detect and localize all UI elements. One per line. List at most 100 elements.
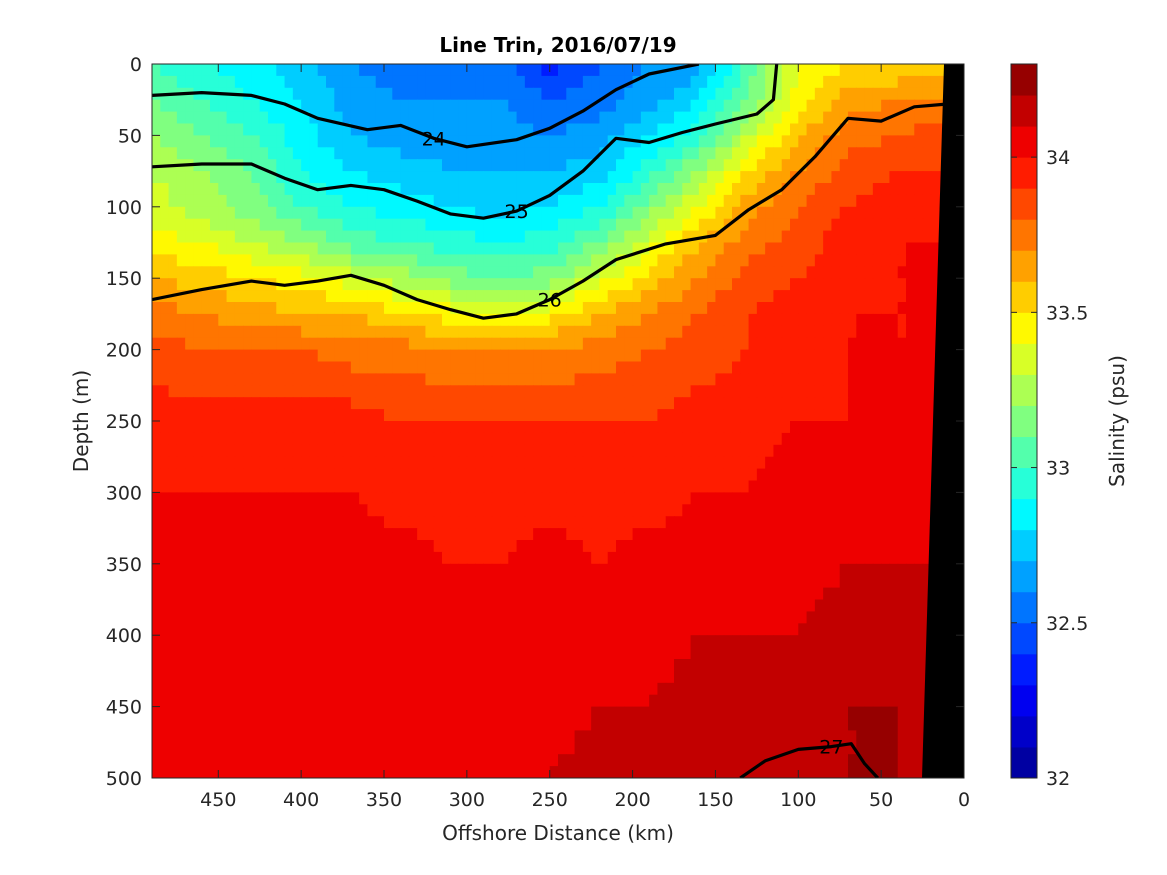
salinity-cell [243,254,253,267]
salinity-cell [201,492,211,505]
salinity-cell [574,397,584,410]
salinity-cell [906,111,915,125]
salinity-cell [450,659,460,672]
salinity-cell [682,171,692,184]
salinity-cell [342,159,352,172]
salinity-cell [715,147,725,160]
salinity-cell [798,230,808,244]
salinity-cell [450,409,460,422]
salinity-cell [574,409,584,422]
salinity-cell [201,409,211,422]
salinity-cell [823,206,833,220]
salinity-cell [508,432,518,446]
salinity-cell [367,242,377,255]
salinity-cell [707,575,717,589]
salinity-cell [558,242,567,255]
salinity-cell [185,385,195,398]
salinity-cell [574,171,584,184]
salinity-cell [856,540,866,553]
salinity-cell [607,349,617,363]
salinity-cell [906,242,915,255]
salinity-cell [251,409,261,422]
salinity-cell [185,266,195,279]
salinity-cell [251,75,261,89]
salinity-cell [765,540,775,553]
salinity-cell [276,206,286,220]
salinity-cell [798,540,808,553]
salinity-cell [831,599,841,612]
salinity-cell [301,540,311,553]
salinity-cell [872,516,882,529]
salinity-cell [475,230,485,244]
salinity-cell [690,659,700,672]
salinity-cell [707,302,717,315]
salinity-cell [732,540,741,553]
salinity-cell [292,563,302,577]
salinity-cell [243,278,253,291]
salinity-cell [665,516,675,529]
salinity-cell [698,540,708,553]
salinity-cell [160,361,170,374]
salinity-cell [541,325,551,339]
salinity-cell [193,492,203,505]
salinity-cell [831,206,841,220]
salinity-cell [756,611,766,624]
salinity-cell [872,171,882,184]
salinity-cell [342,349,352,363]
salinity-cell [690,516,700,529]
salinity-cell [740,337,750,351]
salinity-cell [433,468,443,482]
salinity-cell [740,75,750,89]
salinity-cell [848,123,857,136]
salinity-cell [897,599,907,612]
salinity-cell [500,218,509,232]
salinity-cell [806,194,816,208]
salinity-cell [848,575,857,589]
salinity-cell [408,361,418,374]
salinity-cell [607,575,617,589]
salinity-cell [748,99,758,113]
salinity-cell [756,540,766,553]
salinity-cell [872,290,882,303]
salinity-cell [897,563,907,577]
salinity-cell [185,75,195,89]
salinity-cell [897,266,907,279]
salinity-cell [698,480,708,493]
salinity-cell [367,135,377,148]
salinity-cell [707,516,717,529]
salinity-cell [781,563,791,577]
salinity-cell [914,361,924,374]
salinity-cell [574,456,584,470]
salinity-cell [491,492,501,505]
salinity-cell [458,75,468,89]
salinity-cell [839,492,849,505]
salinity-cell [864,599,874,612]
salinity-cell [566,647,576,660]
salinity-cell [723,373,733,386]
salinity-cell [466,659,476,672]
salinity-cell [259,659,269,672]
salinity-cell [756,432,766,446]
salinity-cell [210,302,219,315]
salinity-cell [533,325,543,339]
salinity-cell [582,504,592,517]
salinity-cell [848,135,857,148]
salinity-cell [359,373,369,386]
salinity-cell [798,349,808,363]
salinity-cell [640,432,650,446]
salinity-cell [864,480,874,493]
salinity-cell [342,480,352,493]
salinity-cell [839,635,849,648]
salinity-cell [234,599,244,612]
salinity-cell [475,492,485,505]
salinity-cell [864,361,874,374]
salinity-cell [541,242,551,255]
salinity-cell [516,504,526,517]
salinity-cell [856,64,866,77]
salinity-cell [616,75,625,89]
salinity-cell [914,551,924,565]
salinity-cell [914,313,924,327]
salinity-cell [616,444,625,458]
salinity-cell [574,147,584,160]
salinity-cell [616,528,625,541]
